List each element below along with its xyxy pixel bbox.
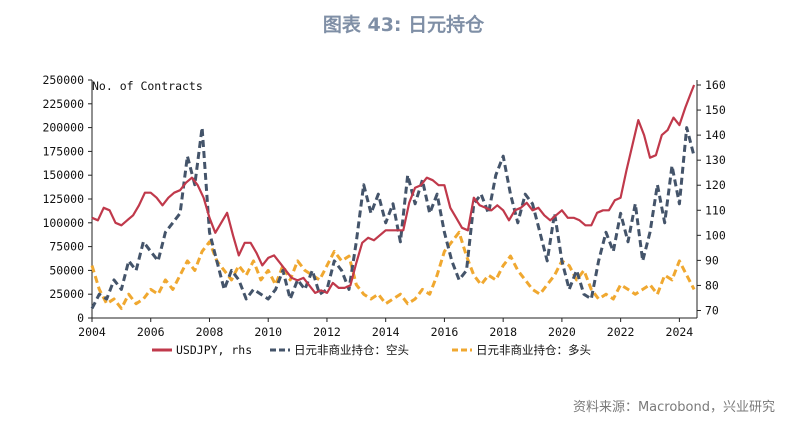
y-right-tick-label: 160	[705, 78, 726, 92]
chart-title: 图表 43: 日元持仓	[322, 14, 485, 36]
x-tick-label: 2010	[254, 325, 282, 339]
x-tick-label: 2022	[607, 325, 635, 339]
x-tick-label: 2020	[548, 325, 576, 339]
y-right-tick-label: 150	[705, 103, 726, 117]
y-right-tick-label: 100	[705, 228, 726, 242]
x-tick-label: 2004	[78, 325, 106, 339]
dual-axis-line-chart: 0 25000 50000 75000 100000 125000 150000 175000…	[42, 73, 725, 357]
legend-label-1: USDJPY, rhs	[176, 343, 252, 357]
x-tick-label: 2016	[431, 325, 459, 339]
y-left-tick-label: 250000	[42, 73, 84, 87]
x-tick-label: 2014	[372, 325, 400, 339]
x-tick-label: 2012	[313, 325, 341, 339]
y-left-tick-label: 50000	[49, 263, 84, 277]
y-right-tick-label: 140	[705, 128, 726, 142]
y-right-tick-label: 70	[705, 303, 719, 317]
y-left-tick-label: 100000	[42, 216, 84, 230]
x-tick-label: 2006	[137, 325, 165, 339]
y-right-tick-label: 80	[705, 278, 719, 292]
source-note: 资料来源：Macrobond，兴业研究	[572, 400, 775, 415]
y-left-tick-label: 225000	[42, 97, 84, 111]
legend-label-3: 日元非商业持仓：多头	[476, 343, 591, 357]
series-line-1	[91, 84, 696, 294]
y-right-tick-label: 90	[705, 253, 719, 267]
axes-group: 0 25000 50000 75000 100000 125000 150000 175000…	[42, 73, 725, 339]
y-left-tick-label: 200000	[42, 121, 84, 135]
y-right-tick-label: 120	[705, 178, 726, 192]
legend-label-2: 日元非商业持仓：空头	[294, 343, 409, 357]
y-left-tick-label: 25000	[49, 287, 84, 301]
y-right-tick-label: 110	[705, 203, 726, 217]
legend: USDJPY, rhs 日元非商业持仓：空头 日元非商业持仓：多头	[152, 343, 591, 357]
y-left-tick-label: 125000	[42, 192, 84, 206]
plot-area	[90, 84, 696, 310]
series-line-2	[90, 126, 696, 310]
series-line-3	[90, 230, 696, 310]
y-left-axis-label: No. of Contracts	[92, 79, 203, 93]
y-left-tick-label: 0	[77, 311, 84, 325]
x-tick-label: 2024	[666, 325, 694, 339]
y-left-tick-label: 150000	[42, 168, 84, 182]
y-left-tick-label: 175000	[42, 144, 84, 158]
y-left-tick-label: 75000	[49, 240, 84, 254]
y-right-tick-label: 130	[705, 153, 726, 167]
x-tick-label: 2018	[489, 325, 517, 339]
x-tick-label: 2008	[196, 325, 224, 339]
